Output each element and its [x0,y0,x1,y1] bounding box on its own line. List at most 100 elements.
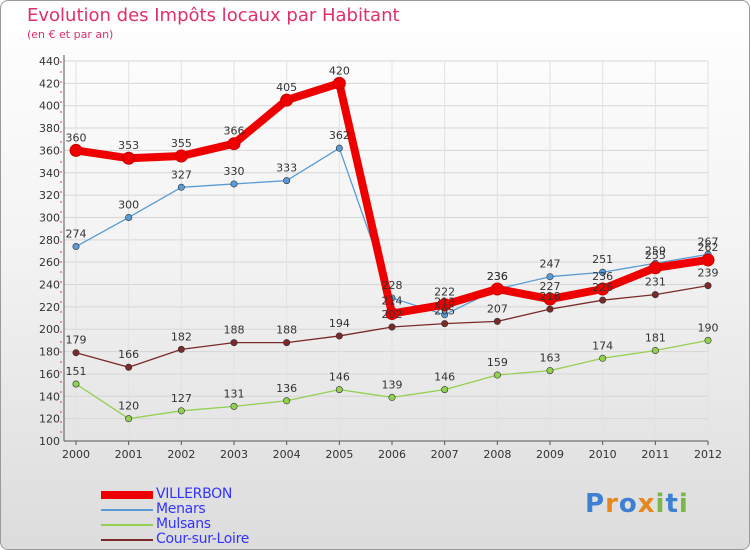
y-tick-label: 280 [39,234,60,247]
data-point [493,317,501,325]
data-label: 231 [645,276,666,289]
data-label: 174 [592,339,613,352]
data-point [72,380,80,388]
data-label: 163 [540,352,561,365]
data-label: 353 [118,139,139,152]
data-label: 166 [118,348,139,361]
y-tick-label: 300 [39,211,60,224]
data-point [651,291,659,299]
data-point [704,282,712,290]
data-label: 222 [434,286,455,299]
y-tick-label: 100 [39,435,60,448]
x-tick-label: 2001 [115,448,143,461]
data-point [230,180,238,188]
data-point [493,371,501,379]
logo-letter: r [605,489,619,519]
x-tick-label: 2004 [273,448,301,461]
data-label: 151 [66,365,87,378]
x-axis-ticks: 2000 2001 2002 2003 2004 2005 2006 2007 2008 2009… [62,441,722,461]
x-tick-label: 2007 [431,448,459,461]
data-point [648,261,662,275]
data-point [651,346,659,354]
data-label: 182 [171,330,192,343]
chart-title: Evolution des Impôts locaux par Habitant [27,5,400,26]
legend-swatch [101,491,153,499]
y-tick-label: 420 [39,77,60,90]
data-label: 226 [592,281,613,294]
data-point [283,397,291,405]
y-tick-label: 380 [39,122,60,135]
y-tick-label: 220 [39,301,60,314]
data-point [125,363,133,371]
data-point [701,253,715,267]
y-axis-ticks: 100 120 140 160 180 200 220 240 260 280 300 320 340 3… [39,55,60,448]
x-tick-label: 2011 [641,448,669,461]
data-point [125,213,133,221]
data-label: 262 [698,241,719,254]
data-label: 202 [382,308,403,321]
data-label: 247 [540,258,561,271]
y-tick-label: 400 [39,100,60,113]
data-point [335,386,343,394]
data-point [69,143,83,157]
data-point [546,273,554,281]
y-tick-label: 200 [39,323,60,336]
data-point [122,151,136,165]
data-label: 274 [66,228,87,241]
data-label: 405 [276,81,297,94]
logo-letter: o [618,489,638,519]
logo-letter: i [678,489,689,519]
data-point [543,292,557,306]
data-point [332,76,346,90]
data-label: 366 [224,125,245,138]
y-tick-label: 240 [39,279,60,292]
data-point [441,320,449,328]
data-point [177,345,185,353]
logo-letter: x [637,489,656,519]
data-label: 159 [487,356,508,369]
data-point [335,144,343,152]
data-label: 355 [171,137,192,150]
data-label: 236 [487,270,508,283]
legend-label: Menars [156,501,206,517]
data-label: 362 [329,129,350,142]
series-lines [69,76,715,423]
data-label: 136 [276,382,297,395]
data-label: 213 [434,296,455,309]
y-tick-label: 140 [39,390,60,403]
x-tick-label: 2006 [378,448,406,461]
data-label: 131 [224,387,245,400]
legend-label: Mulsans [156,516,211,532]
data-point [280,93,294,107]
data-label: 194 [329,317,350,330]
y-tick-label: 440 [39,55,60,68]
logo-letter: i [655,489,666,519]
data-point [283,177,291,185]
y-tick-label: 260 [39,256,60,269]
data-label: 267 [698,235,719,248]
x-tick-label: 2010 [589,448,617,461]
data-label: 146 [434,371,455,384]
data-point [72,349,80,357]
data-point [125,415,133,423]
data-point [230,402,238,410]
data-label: 330 [224,165,245,178]
data-label: 127 [171,392,192,405]
data-point [599,354,607,362]
data-point [438,298,452,312]
data-label: 190 [698,321,719,334]
y-tick-label: 320 [39,189,60,202]
data-label: 236 [487,270,508,283]
legend-swatch [101,539,153,541]
data-point [72,243,80,251]
data-point [230,339,238,347]
data-label: 205 [434,305,455,318]
data-label: 139 [382,378,403,391]
data-label: 228 [382,279,403,292]
x-tick-label: 2002 [167,448,195,461]
data-label: 236 [592,270,613,283]
legend-label: Cour-sur-Loire [156,531,250,547]
data-label: 207 [487,302,508,315]
data-point [441,386,449,394]
